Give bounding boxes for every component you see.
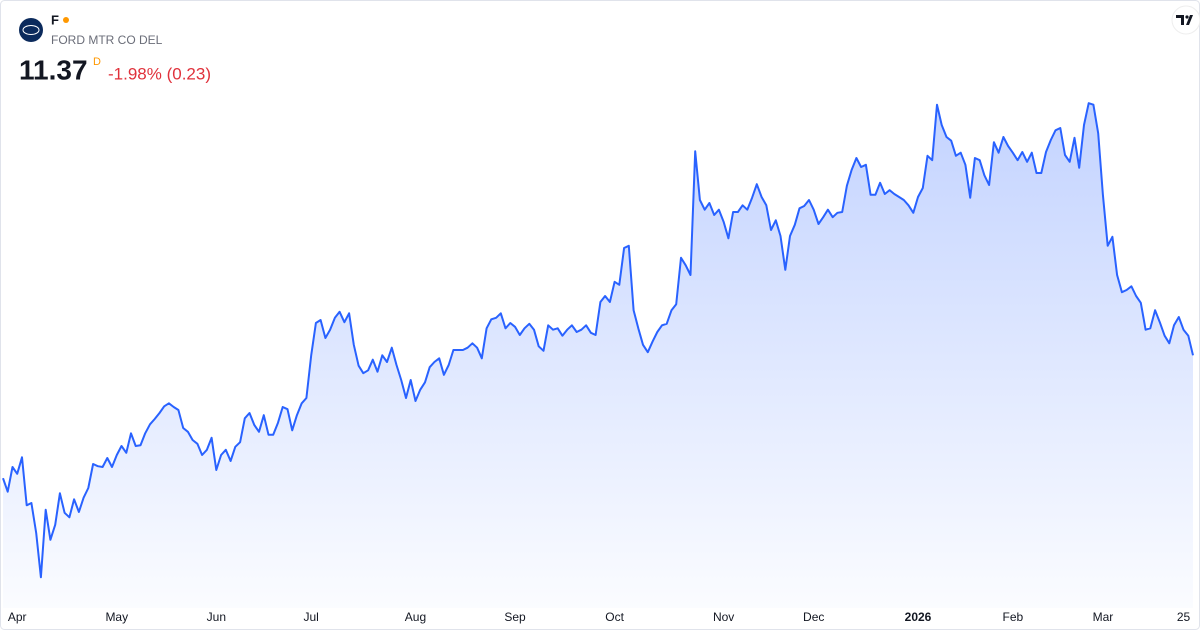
x-tick-label: Jun xyxy=(207,610,226,624)
x-tick-label: 25 xyxy=(1177,610,1191,624)
symbol-logo xyxy=(19,18,43,42)
x-tick-label: Sep xyxy=(504,610,526,624)
x-tick-label: Mar xyxy=(1093,610,1114,624)
status-dot xyxy=(63,17,69,23)
plot-area xyxy=(2,102,1194,608)
x-tick-label: Jul xyxy=(303,610,318,624)
x-tick-label: Dec xyxy=(803,610,824,624)
symbol: F xyxy=(51,12,59,27)
brand-logo[interactable] xyxy=(1171,5,1200,35)
change: -1.98% (0.23) xyxy=(108,64,211,83)
x-tick-label: Aug xyxy=(405,610,426,624)
x-tick-label: May xyxy=(105,610,128,624)
x-tick-label: Feb xyxy=(1002,610,1023,624)
interval: D xyxy=(93,56,101,68)
company-name: FORD MTR CO DEL xyxy=(51,33,163,47)
x-tick-label: Nov xyxy=(713,610,734,624)
price-line xyxy=(2,102,1194,579)
x-tick-label: Oct xyxy=(605,610,624,624)
x-tick-label: 2026 xyxy=(905,610,932,624)
area-fill xyxy=(3,103,1193,608)
price: 11.37 xyxy=(19,54,88,85)
x-tick-label: Apr xyxy=(8,610,27,624)
